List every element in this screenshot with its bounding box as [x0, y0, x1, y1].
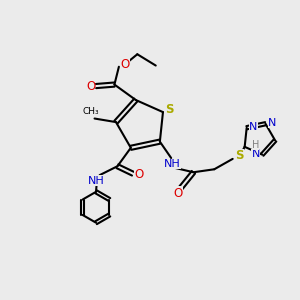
Text: N: N	[249, 122, 257, 132]
Text: NH: NH	[88, 176, 105, 185]
Text: O: O	[121, 58, 130, 71]
Text: NH: NH	[164, 159, 181, 169]
Text: H: H	[252, 140, 260, 150]
Text: N: N	[268, 118, 276, 128]
Text: N: N	[251, 149, 260, 159]
Text: O: O	[86, 80, 95, 93]
Text: O: O	[173, 187, 183, 200]
Text: CH₃: CH₃	[83, 107, 99, 116]
Text: S: S	[165, 103, 174, 116]
Text: S: S	[235, 149, 244, 162]
Text: O: O	[134, 168, 143, 181]
